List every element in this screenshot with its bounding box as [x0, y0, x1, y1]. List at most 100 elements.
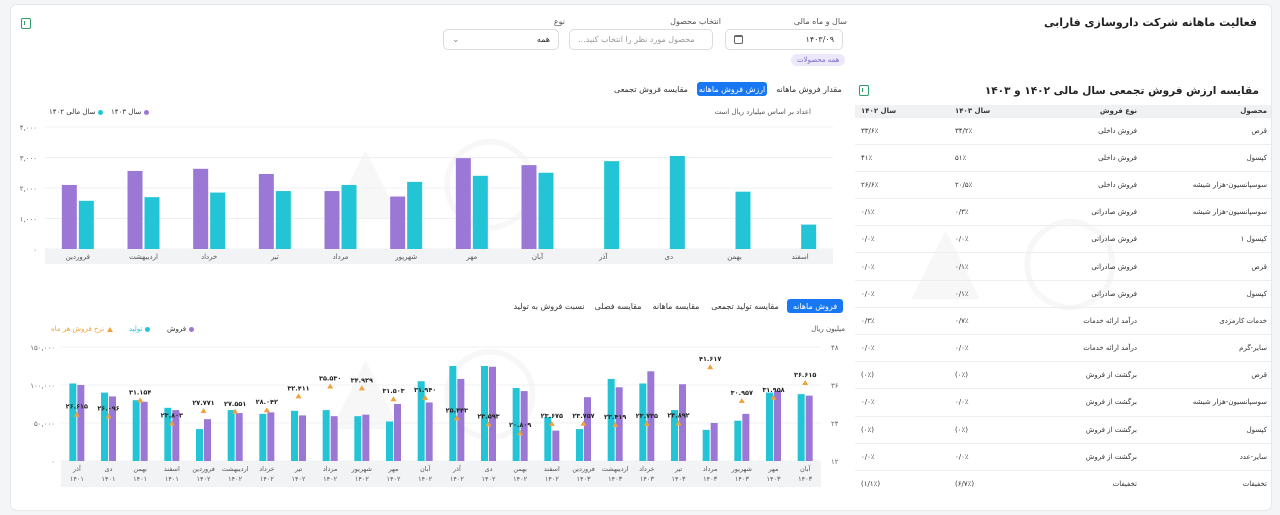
x-tick-label: خرداد [201, 253, 217, 261]
bar-1403 [61, 184, 77, 249]
rate-data-label: ۲۵.۴۴۳ [446, 406, 468, 414]
cell-value-1402: ۴۱٪ [855, 143, 949, 172]
chevron-down-icon: ⌄ [452, 34, 460, 45]
x-tick-label: مهر [465, 253, 477, 261]
year-month-field[interactable]: ۱۴۰۳/۰۹ [725, 29, 843, 50]
bar-production [512, 388, 520, 461]
table-row: سایر-عدد برگشت از فروش ۰/۰٪ ۰/۰٪ [855, 442, 1271, 471]
calendar-icon [734, 35, 743, 44]
bar-production [164, 407, 172, 461]
cell-product: سوسپانسیون-هزار شیشه [1143, 198, 1271, 226]
excel-icon[interactable] [859, 85, 869, 96]
table-row: قرص فروش داخلی ۳۴/۲٪ ۳۳/۶٪ [855, 116, 1271, 145]
legend-dot-cyan [145, 326, 151, 332]
cell-value-1403: ۰/۰٪ [949, 442, 1043, 471]
bar-sales [235, 413, 243, 461]
x-tick-label: اردیبهشت [129, 253, 158, 261]
x-tick-year: ۱۴۰۳ [672, 475, 686, 483]
tab-monthly-quantity[interactable]: مقدار فروش ماهانه [776, 84, 842, 94]
bar-sales [805, 395, 813, 461]
rate-marker [485, 421, 492, 427]
bar-sales [140, 401, 148, 461]
legend-dot-cyan [98, 109, 104, 115]
bar-1403 [324, 191, 340, 249]
bar-sales [647, 371, 655, 461]
x-tick-year: ۱۴۰۱ [102, 475, 116, 483]
tab-monthly-sales[interactable]: فروش ماهانه [787, 299, 843, 313]
rate-data-label: ۲۷.۵۵۱ [224, 400, 246, 408]
product-select[interactable]: محصول مورد نظر را انتخاب کنید... [569, 29, 713, 50]
cell-value-1402: ۰/۰٪ [855, 279, 949, 308]
bar-sales [394, 404, 401, 461]
tab-seasonal-compare[interactable]: مقایسه فصلی [594, 301, 642, 311]
y-tick-label: ۴,۰۰۰ [20, 124, 37, 132]
bar-sales [457, 378, 465, 461]
rate-data-label: ۳۴.۹۲۹ [351, 376, 373, 384]
rate-data-label: ۳۰.۹۵۷ [731, 389, 753, 397]
cell-product: کپسول [1143, 143, 1271, 172]
rate-marker [327, 383, 334, 389]
bar-1403 [390, 196, 406, 249]
tab-cumulative-sales[interactable]: مقایسه فروش تجمعی [614, 84, 688, 94]
y-tick-label: ۱,۰۰۰ [20, 216, 37, 224]
cell-sale-type: فروش داخلی [1043, 143, 1143, 172]
x-tick-year: ۱۴۰۳ [798, 475, 812, 483]
tab-monthly-compare[interactable]: مقایسه ماهانه [652, 301, 700, 311]
x-tick-month: خرداد [259, 465, 274, 473]
cell-sale-type: برگشت از فروش [1043, 361, 1143, 389]
tab-monthly-value[interactable]: ارزش فروش ماهانه [697, 82, 767, 96]
legend-1402-label: سال مالی ۱۴۰۲ [49, 108, 96, 116]
rate-marker [453, 415, 460, 421]
table-row: کپسول ۱ فروش صادراتی ۰/۰٪ ۰/۰٪ [855, 225, 1271, 253]
x-tick-month: مهر [767, 465, 778, 473]
bar-production [639, 383, 647, 461]
type-value: همه [536, 35, 550, 44]
rate-marker [295, 393, 302, 399]
cell-value-1402: (۰٪) [855, 361, 949, 389]
bar-production [734, 420, 742, 461]
cell-value-1402: (۱/۱٪) [855, 469, 949, 498]
excel-icon[interactable] [21, 18, 31, 29]
x-tick-month: تیر [674, 465, 683, 473]
bar-production [291, 410, 298, 461]
bar-1402 [275, 191, 291, 249]
type-select[interactable]: ⌄ همه [443, 29, 559, 50]
cell-value-1403: ۰/۳٪ [949, 198, 1043, 226]
cell-sale-type: درآمد ارائه خدمات [1043, 306, 1143, 335]
rate-data-label: ۲۷.۷۷۱ [192, 399, 214, 407]
bar-sales [552, 430, 560, 461]
header-1402: سال ۱۴۰۲ [855, 105, 949, 117]
bar-1403 [455, 158, 471, 249]
bar-sales [299, 415, 306, 461]
rate-data-label: ۲۳.۵۹۳ [477, 412, 499, 420]
rate-data-label: ۴۱.۶۱۷ [699, 355, 721, 363]
table-row: سوسپانسیون-هزار شیشه فروش صادراتی ۰/۳٪ ۰/۱٪ [855, 198, 1271, 226]
year-month-label: سال و ماه مالی [793, 17, 847, 26]
bar-production [607, 378, 615, 461]
bar-production [101, 392, 108, 461]
bar-production [671, 410, 678, 461]
x-tick-month: آذر [72, 464, 82, 473]
rate-marker [105, 413, 112, 419]
legend-dot-purple [189, 326, 195, 332]
bar-sales [584, 397, 591, 461]
unit-note: اعداد بر اساس میلیارد ریال است [714, 108, 811, 116]
x-tick-month: شهریور [351, 465, 372, 473]
cell-value-1402: ۰/۰٪ [855, 225, 949, 253]
bar-production [766, 392, 773, 461]
y-left-tick-label: ۰ [51, 458, 55, 466]
bar-1403 [193, 168, 209, 249]
tab-sales-production-ratio[interactable]: نسبت فروش به تولید [513, 301, 585, 311]
cell-value-1402: ۲۶/۶٪ [855, 170, 949, 199]
bar-sales [489, 366, 496, 461]
bar-1403 [521, 165, 537, 249]
legend-1403: سال ۱۴۰۳ [111, 108, 150, 116]
rate-marker [738, 397, 745, 403]
x-tick-month: بهمن [133, 465, 147, 473]
tab-cumulative-production[interactable]: مقایسه تولید تجمعی [711, 301, 779, 311]
bar-production [797, 394, 805, 461]
all-products-chip[interactable]: همه محصولات [791, 54, 846, 66]
legend-sales: فروش [167, 325, 195, 333]
bar-production [449, 366, 457, 461]
bar-1402 [604, 161, 620, 249]
